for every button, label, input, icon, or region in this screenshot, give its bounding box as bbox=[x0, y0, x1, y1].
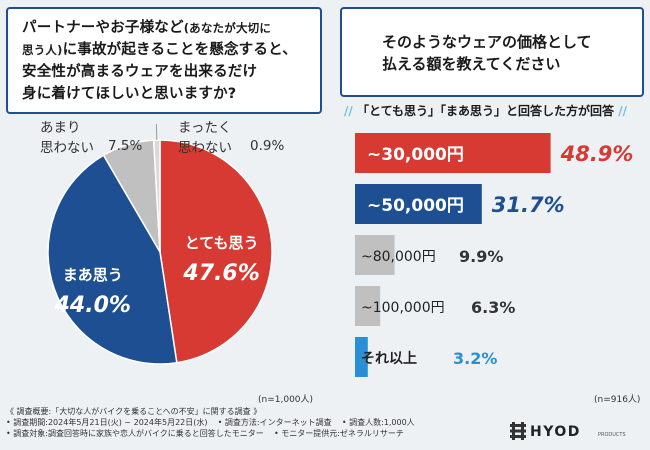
question-2-box: そのようなウェアの価格として 払える額を教えてください bbox=[340, 7, 644, 97]
bar bbox=[355, 184, 482, 224]
note-slash: // bbox=[344, 104, 353, 118]
sample-size-left: (n=1,000人) bbox=[258, 395, 314, 405]
logo-brand: HYOD bbox=[530, 424, 581, 440]
question-1-line: 安全性が高まるウェアを出来るだけ bbox=[22, 64, 258, 80]
survey-period: • 調査期間:2024年5月21日(火) ~ 2024年5月22日(水) bbox=[6, 418, 208, 427]
pie-category-label: 思わない bbox=[40, 140, 94, 156]
bar-value-label: 31.7% bbox=[492, 193, 565, 217]
question-1-line: 身に着けてほしいと思いますか? bbox=[22, 86, 237, 102]
note-text: 「とても思う」「まあ思う」と回答した方が回答 bbox=[356, 104, 614, 118]
question-1-text: パートナーやお子様など(あなたが大切に 思う人)に事故が起きることを懸念すると、… bbox=[22, 17, 297, 105]
bar-value-label: 48.9% bbox=[560, 142, 634, 166]
question-1-line: 思う人) bbox=[22, 43, 63, 57]
bar-value-label: 9.9% bbox=[459, 247, 503, 266]
survey-provider: • モニター提供元:ゼネラルリサーチ bbox=[273, 429, 404, 438]
note-slash: // bbox=[618, 104, 627, 118]
bar bbox=[355, 337, 368, 377]
pie-category-label: とても思う bbox=[185, 234, 259, 252]
survey-method: • 調査方法:インターネット調査 bbox=[217, 418, 332, 427]
pie-category-label: 思わない bbox=[178, 140, 232, 156]
pie-category-label: あまり bbox=[40, 120, 81, 136]
bar-value-label: 3.2% bbox=[453, 349, 497, 368]
bar bbox=[355, 235, 395, 275]
survey-title: 《 調査概要:「大切な人がバイクを乗ることへの不安」に関する調査 》 bbox=[6, 407, 262, 416]
bar-value-label: 6.3% bbox=[471, 298, 515, 317]
logo-sub: PRODUCTS bbox=[598, 432, 626, 438]
question-1-line: パートナーやお子様など bbox=[22, 20, 184, 36]
pie-category-label: まあ思う bbox=[63, 266, 123, 284]
pie-category-label: まったく bbox=[178, 120, 231, 136]
pie-value-label: 0.9% bbox=[250, 138, 284, 154]
bar bbox=[355, 286, 381, 326]
hyod-emblem-icon bbox=[510, 422, 526, 440]
survey-target: • 調査対象:調査回答時に家族や恋人がバイクに乗ると回答したモニター bbox=[6, 429, 264, 438]
pie-value-label: 44.0% bbox=[54, 293, 131, 318]
bar-category-label: ~100,000円 bbox=[361, 300, 445, 316]
question-1-line: (あなたが大切に bbox=[183, 21, 272, 35]
pie-slice bbox=[47, 154, 178, 365]
bar-chart: ~30,000円 48.9% ~50,000円 31.7% ~80,000円 9.9% ~1… bbox=[355, 133, 634, 377]
bar-category-label: ~50,000円 bbox=[367, 196, 464, 216]
sample-size-right: (n=916人) bbox=[594, 395, 641, 405]
survey-count: • 調査人数:1,000人 bbox=[341, 418, 415, 427]
question-2-line: そのようなウェアの価格として bbox=[382, 33, 592, 51]
bar-category-label: ~30,000円 bbox=[367, 145, 464, 165]
pie-value-label: 7.5% bbox=[108, 138, 142, 154]
survey-overview: 《 調査概要:「大切な人がバイクを乗ることへの不安」に関する調査 》 • 調査期… bbox=[6, 406, 415, 439]
respondent-note: // 「とても思う」「まあ思う」と回答した方が回答 // bbox=[344, 102, 627, 119]
bar-category-label: それ以上 bbox=[361, 351, 417, 367]
bar-category-label: ~80,000円 bbox=[361, 249, 436, 265]
question-1-line: に事故が起きることを懸念すると、 bbox=[62, 42, 297, 58]
question-2-line: 払える額を教えてください bbox=[382, 55, 561, 73]
hyod-logo: HYOD PRODUCTS bbox=[510, 422, 626, 440]
bar bbox=[355, 133, 551, 173]
pie-slice bbox=[159, 139, 273, 364]
question-1-box: パートナーやお子様など(あなたが大切に 思う人)に事故が起きることを懸念すると、… bbox=[6, 7, 322, 114]
question-2-text: そのようなウェアの価格として 払える額を教えてください bbox=[382, 31, 592, 75]
pie-value-label: 47.6% bbox=[182, 261, 259, 286]
